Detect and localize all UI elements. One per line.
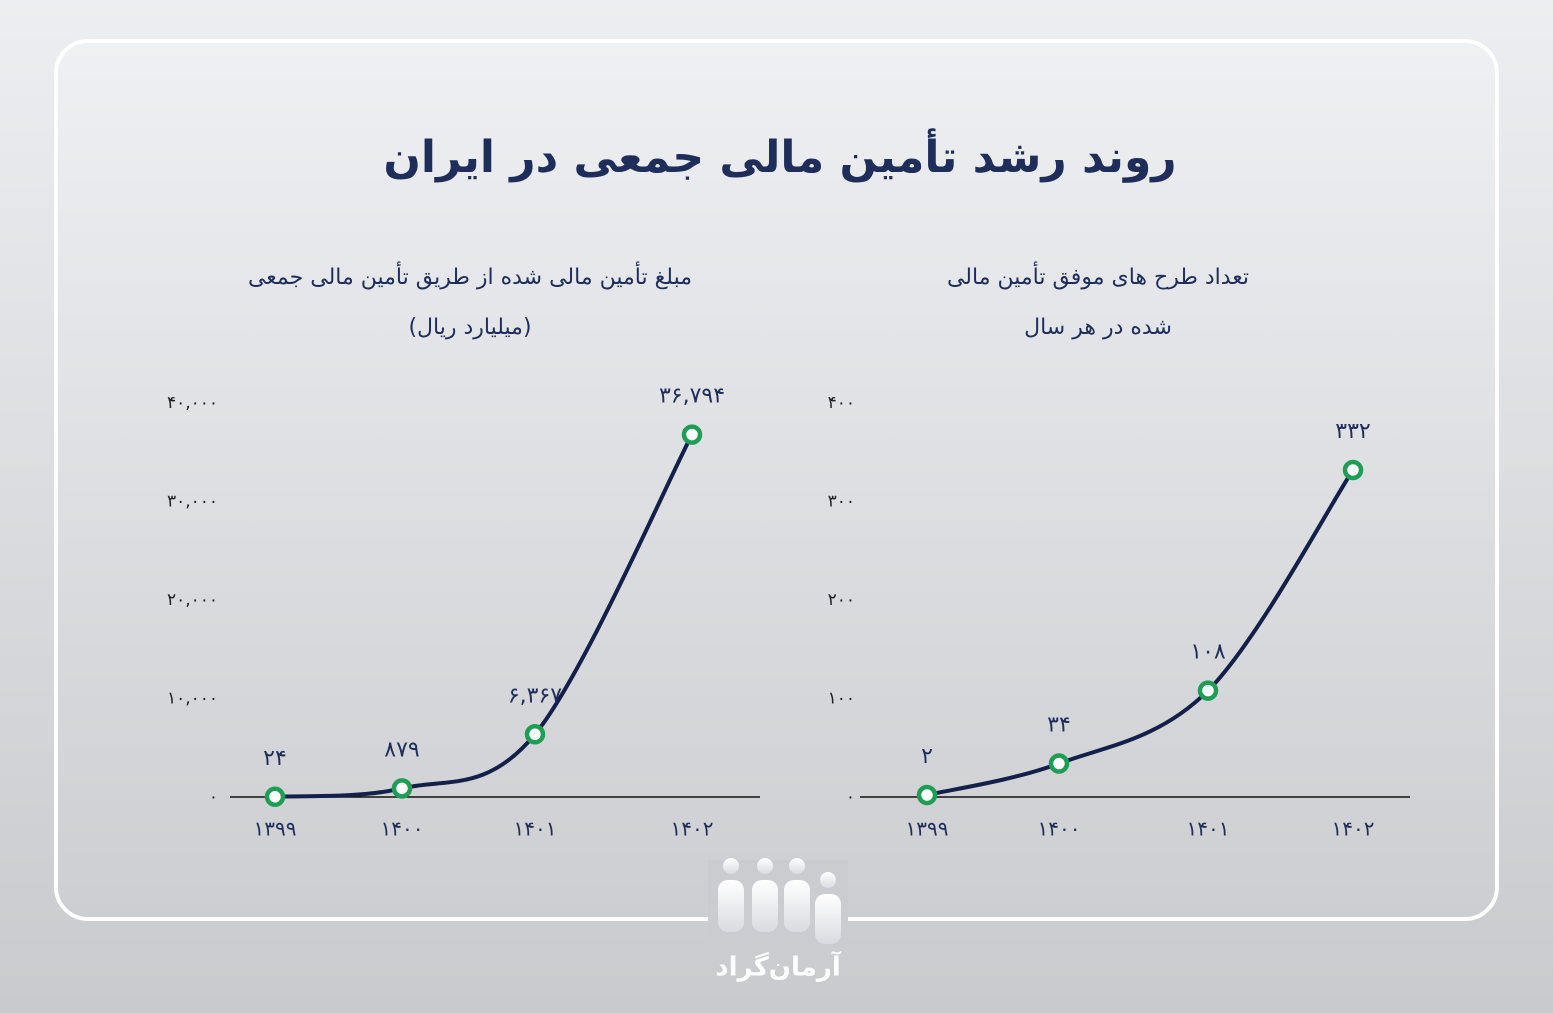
y-tick-label: ۳۰,۰۰۰ bbox=[167, 492, 218, 512]
logo-dot bbox=[723, 858, 739, 874]
chart-title: (میلیارد ریال) bbox=[408, 315, 531, 340]
chart-title: مبلغ تأمین مالی شده از طریق تأمین مالی ج… bbox=[248, 261, 692, 290]
x-tick-label: ۱۴۰۱ bbox=[514, 817, 557, 841]
point bbox=[1048, 753, 1070, 774]
x-tick-label: ۱۴۰۰ bbox=[1038, 817, 1081, 841]
logo: آرمان‌گراد bbox=[708, 858, 848, 983]
logo-dot bbox=[789, 858, 805, 874]
logo-bar bbox=[752, 880, 778, 932]
logo-bar bbox=[784, 880, 810, 932]
value-label: ۳۶,۷۹۴ bbox=[659, 384, 725, 409]
x-tick-label: ۱۴۰۰ bbox=[381, 817, 424, 841]
point bbox=[1342, 459, 1364, 481]
x-tick-label: ۱۴۰۲ bbox=[1332, 817, 1375, 841]
point bbox=[681, 424, 703, 445]
x-tick-label: ۱۳۹۹ bbox=[906, 817, 949, 841]
value-label: ۶,۳۶۷ bbox=[508, 683, 562, 708]
y-tick-label: ۴۰,۰۰۰ bbox=[167, 393, 218, 413]
logo-dot bbox=[757, 858, 773, 874]
logo-dot bbox=[820, 872, 836, 888]
y-tick-label: ۲۰,۰۰۰ bbox=[167, 590, 218, 610]
logo-bar bbox=[815, 894, 841, 944]
value-label: ۲ bbox=[921, 744, 933, 769]
y-tick-label: ۳۰۰ bbox=[828, 492, 855, 512]
x-tick-label: ۱۴۰۱ bbox=[1187, 817, 1230, 841]
page-title: روند رشد تأمین مالی جمعی در ایران bbox=[383, 128, 1176, 183]
y-tick-label: ۱۰,۰۰۰ bbox=[167, 689, 218, 709]
logo-bar bbox=[718, 880, 744, 932]
line bbox=[926, 468, 1355, 797]
y-tick-label: ۲۰۰ bbox=[828, 590, 855, 610]
point bbox=[391, 778, 413, 799]
point bbox=[1197, 680, 1219, 701]
value-label: ۳۳۲ bbox=[1335, 419, 1370, 444]
line bbox=[274, 433, 694, 799]
logo-text: آرمان‌گراد bbox=[715, 951, 842, 983]
x-tick-label: ۱۳۹۹ bbox=[254, 817, 297, 841]
y-tick-label: ۴۰۰ bbox=[828, 393, 855, 413]
y-tick-label: ۰ bbox=[209, 787, 218, 807]
point bbox=[916, 784, 938, 806]
x-tick-label: ۱۴۰۲ bbox=[671, 817, 714, 841]
value-label: ۱۰۸ bbox=[1190, 640, 1226, 665]
value-label: ۲۴ bbox=[263, 746, 287, 771]
point bbox=[264, 786, 286, 808]
value-label: ۸۷۹ bbox=[384, 737, 419, 762]
point bbox=[524, 724, 546, 745]
value-label: ۳۴ bbox=[1047, 713, 1071, 738]
y-tick-label: ۱۰۰ bbox=[828, 689, 855, 709]
chart-title: شده در هر سال bbox=[1024, 315, 1172, 340]
y-tick-label: ۰ bbox=[846, 787, 855, 807]
chart-title: تعداد طرح های موفق تأمین مالی bbox=[947, 261, 1249, 290]
